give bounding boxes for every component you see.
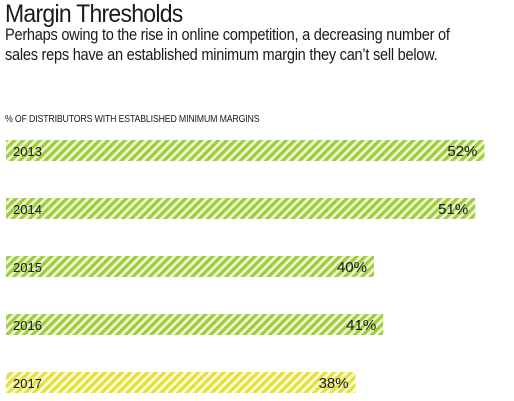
category-label-2015: 2015 — [13, 260, 42, 275]
axis-label: % OF DISTRIBUTORS WITH ESTABLISHED MINIM… — [5, 114, 260, 125]
bar-2013 — [6, 140, 485, 161]
category-label-2013: 2013 — [13, 144, 42, 159]
bar-2016 — [6, 314, 384, 335]
value-label-2015: 40% — [337, 259, 367, 276]
value-label-2017: 38% — [319, 375, 349, 392]
bar-2017 — [6, 372, 356, 393]
bars-layer: 2013 52% 2014 51% 2015 40% 2016 41% 2017 38% — [6, 140, 485, 393]
bar-2015 — [6, 256, 374, 277]
category-label-2017: 2017 — [13, 376, 42, 391]
value-label-2016: 41% — [346, 317, 376, 334]
value-label-2013: 52% — [447, 143, 477, 160]
subtitle-line-2: sales reps have an established minimum m… — [5, 46, 438, 64]
category-label-2016: 2016 — [13, 318, 42, 333]
value-label-2014: 51% — [438, 201, 468, 218]
chart-title: Margin Thresholds — [5, 0, 183, 28]
subtitle-line-1: Perhaps owing to the rise in online comp… — [5, 26, 450, 44]
bar-2014 — [6, 198, 476, 219]
chart-subtitle: Perhaps owing to the rise in online comp… — [5, 25, 501, 65]
category-label-2014: 2014 — [13, 202, 42, 217]
